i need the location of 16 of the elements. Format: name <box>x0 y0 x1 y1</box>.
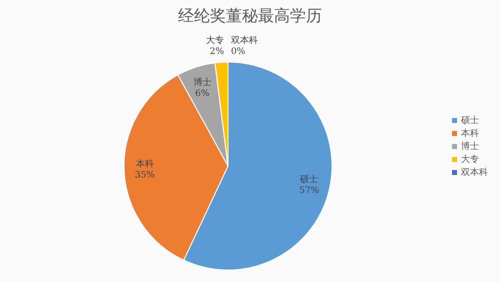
legend-label: 本科 <box>461 128 479 139</box>
legend-label: 双本科 <box>461 167 488 178</box>
legend-label: 博士 <box>461 141 479 152</box>
slice-label: 博士 <box>193 76 212 88</box>
chart-title: 经纶奖董秘最高学历 <box>178 6 322 25</box>
slice-label: 大专 <box>206 35 224 46</box>
slice-label: 本科 <box>136 158 154 170</box>
legend-label: 大专 <box>461 154 479 165</box>
data-label: 2% <box>210 47 224 57</box>
slice-label: 硕士 <box>299 174 318 186</box>
text: 0% <box>231 47 246 57</box>
legend-label: 硕士 <box>460 115 479 126</box>
data-label: 6% <box>195 88 210 99</box>
data-label: 35% <box>134 170 156 181</box>
data-label: 57% <box>299 186 320 196</box>
category-label: 双本科 <box>231 36 258 46</box>
